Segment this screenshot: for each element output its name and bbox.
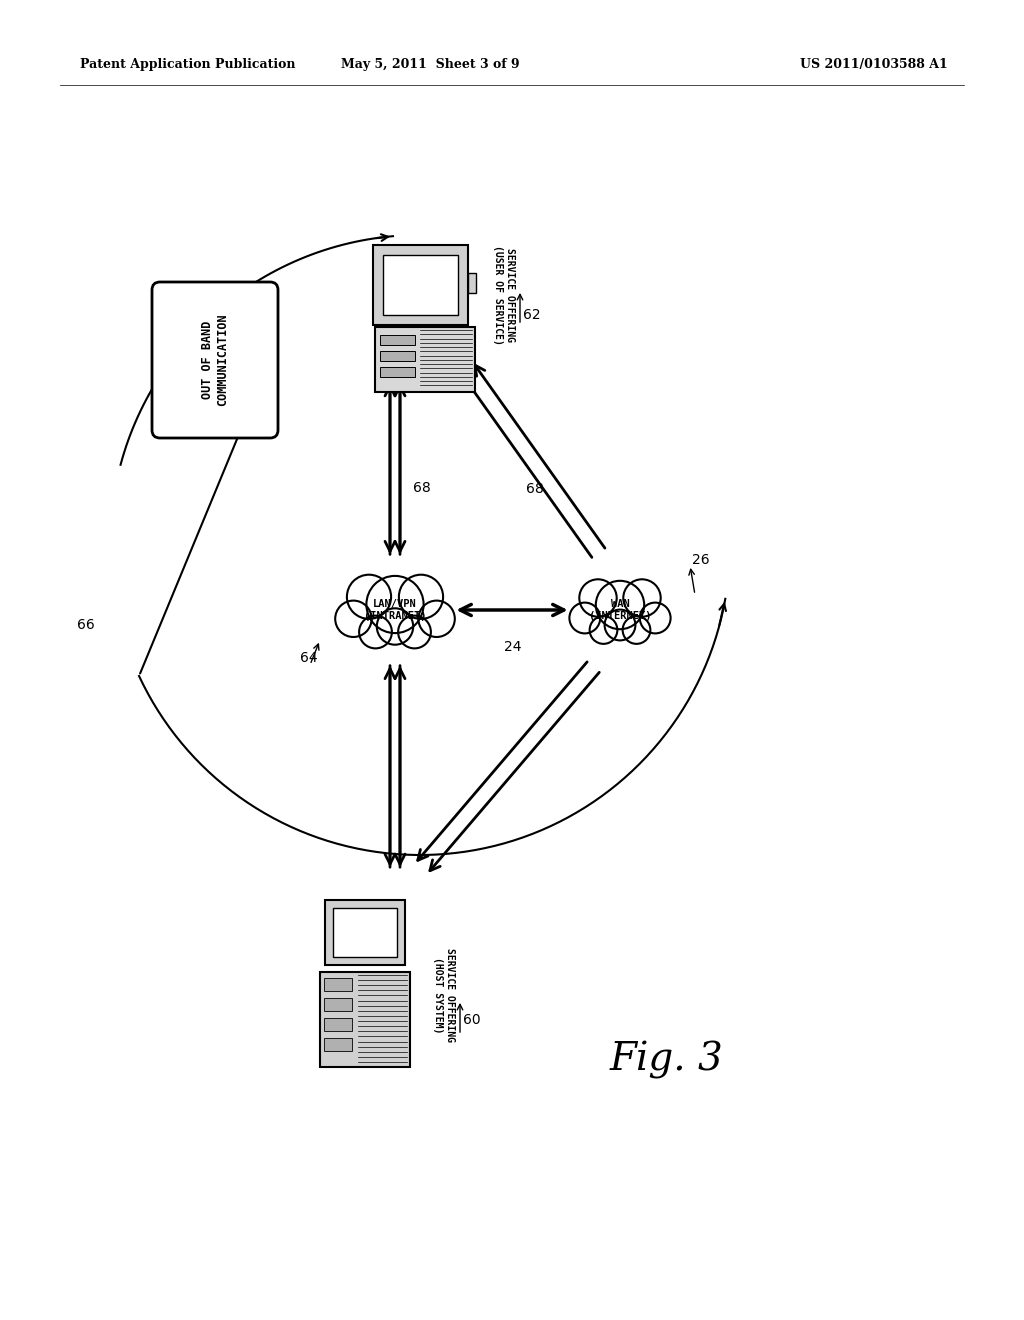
Circle shape: [347, 574, 391, 619]
Bar: [324, 998, 352, 1011]
Circle shape: [590, 616, 617, 644]
Circle shape: [367, 576, 424, 634]
Text: Fig. 3: Fig. 3: [610, 1041, 724, 1078]
Circle shape: [640, 603, 671, 634]
Circle shape: [580, 579, 616, 616]
Bar: [373, 246, 468, 325]
Text: 60: 60: [463, 1012, 480, 1027]
Bar: [324, 978, 352, 991]
Circle shape: [377, 609, 414, 644]
Bar: [380, 367, 415, 378]
Circle shape: [569, 603, 600, 634]
Circle shape: [604, 610, 636, 640]
Bar: [319, 972, 410, 1067]
Text: 66: 66: [77, 618, 95, 632]
Text: 24: 24: [504, 640, 521, 653]
Circle shape: [399, 574, 443, 619]
Bar: [383, 255, 458, 315]
Bar: [325, 900, 406, 965]
Text: 64: 64: [300, 651, 317, 665]
Text: 62: 62: [523, 308, 541, 322]
Bar: [468, 273, 476, 293]
Circle shape: [419, 601, 455, 638]
Text: Patent Application Publication: Patent Application Publication: [80, 58, 296, 71]
Text: SERVICE OFFERING
(USER OF SERVICE): SERVICE OFFERING (USER OF SERVICE): [493, 246, 515, 345]
Text: May 5, 2011  Sheet 3 of 9: May 5, 2011 Sheet 3 of 9: [341, 58, 519, 71]
Circle shape: [624, 579, 660, 616]
Text: US 2011/0103588 A1: US 2011/0103588 A1: [800, 58, 948, 71]
Text: WAN
(INTERNET): WAN (INTERNET): [589, 599, 651, 620]
Bar: [333, 908, 397, 957]
Text: OUT OF BAND
COMMUNICATION: OUT OF BAND COMMUNICATION: [201, 314, 229, 407]
Text: LAN/VPN
(INTRANET): LAN/VPN (INTRANET): [364, 599, 426, 620]
Bar: [324, 1038, 352, 1051]
Text: SERVICE OFFERING
(HOST SYSTEM): SERVICE OFFERING (HOST SYSTEM): [433, 948, 455, 1041]
Circle shape: [359, 615, 392, 648]
Circle shape: [335, 601, 372, 638]
Circle shape: [398, 615, 431, 648]
Bar: [380, 351, 415, 360]
FancyBboxPatch shape: [152, 282, 278, 438]
Bar: [324, 1018, 352, 1031]
Text: 26: 26: [692, 553, 710, 568]
Text: 68: 68: [526, 482, 544, 496]
Bar: [375, 327, 475, 392]
Bar: [380, 335, 415, 345]
Circle shape: [623, 616, 650, 644]
Circle shape: [596, 581, 644, 630]
Text: 68: 68: [413, 480, 431, 495]
